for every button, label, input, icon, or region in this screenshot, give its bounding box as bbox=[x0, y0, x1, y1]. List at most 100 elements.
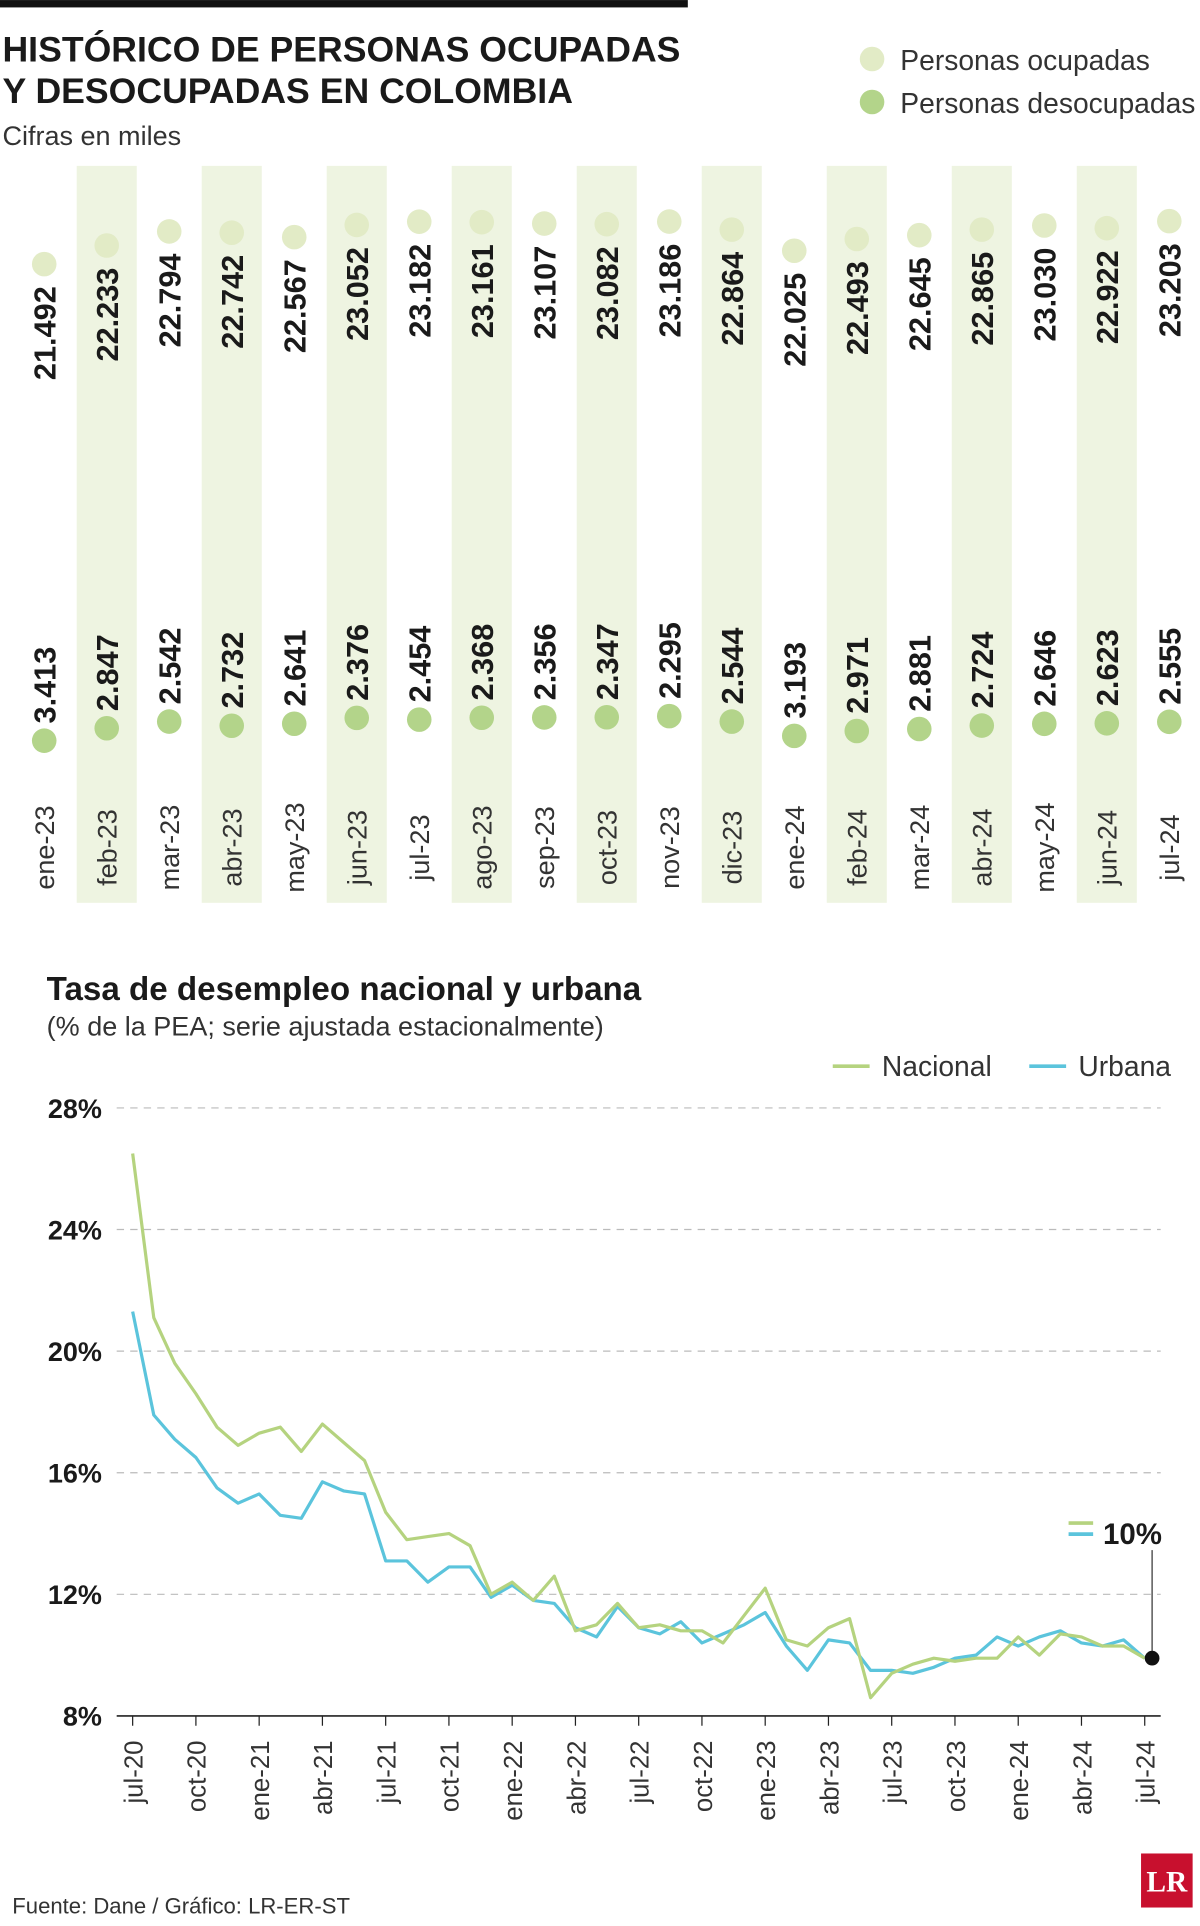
dot bbox=[1094, 711, 1120, 736]
column-band bbox=[76, 165, 137, 903]
x-tick-label: may-24 bbox=[1030, 802, 1060, 892]
dot bbox=[1094, 215, 1120, 241]
value-label: 2.623 bbox=[1090, 629, 1125, 706]
value-label: 22.567 bbox=[277, 259, 312, 353]
dot bbox=[469, 209, 495, 235]
value-label: 23.082 bbox=[590, 246, 625, 340]
x-tick-label: may-23 bbox=[280, 802, 310, 892]
dot bbox=[94, 715, 120, 741]
column-band bbox=[951, 165, 1012, 903]
dot bbox=[344, 212, 370, 238]
value-label: 2.646 bbox=[1027, 630, 1062, 707]
x-tick-label: ene-23 bbox=[753, 1740, 781, 1820]
dot bbox=[344, 705, 370, 731]
x-tick-label: ene-22 bbox=[500, 1740, 528, 1820]
value-label: 2.881 bbox=[902, 635, 937, 712]
dot bbox=[656, 209, 682, 234]
dot bbox=[31, 728, 57, 753]
x-tick-label: ene-21 bbox=[247, 1740, 275, 1820]
dot bbox=[156, 709, 182, 734]
x-tick-label: jun-23 bbox=[343, 810, 373, 886]
x-tick-label: oct-20 bbox=[184, 1740, 212, 1812]
annotation: 10% bbox=[1103, 1518, 1162, 1551]
dot bbox=[594, 704, 620, 730]
y-tick-label: 24% bbox=[48, 1215, 102, 1245]
dot bbox=[406, 209, 432, 234]
value-label: 22.922 bbox=[1090, 250, 1125, 344]
value-label: 2.971 bbox=[840, 637, 875, 714]
x-tick-label: feb-23 bbox=[93, 809, 123, 886]
dot bbox=[906, 716, 932, 742]
x-tick-label: oct-21 bbox=[437, 1740, 465, 1812]
value-label: 2.542 bbox=[152, 628, 187, 705]
value-label: 22.864 bbox=[715, 252, 750, 346]
value-label: 23.186 bbox=[652, 244, 687, 338]
x-tick-label: jul-20 bbox=[120, 1740, 148, 1804]
value-label: 22.645 bbox=[902, 257, 937, 351]
value-label: 22.233 bbox=[90, 268, 125, 362]
value-label: 23.107 bbox=[527, 246, 562, 340]
dot bbox=[1157, 709, 1182, 735]
x-tick-label: oct-23 bbox=[943, 1740, 971, 1812]
top-bar bbox=[0, 0, 688, 8]
dot bbox=[531, 705, 557, 730]
dot bbox=[281, 224, 307, 250]
dot-chart: Personas ocupadas Personas desocupadas 21.… bbox=[27, 44, 1195, 903]
x-tick-label: oct-22 bbox=[690, 1740, 718, 1812]
x-tick-label: abr-23 bbox=[218, 808, 248, 886]
value-label: 22.865 bbox=[965, 252, 1000, 346]
value-label: 2.295 bbox=[652, 622, 687, 699]
value-label: 2.454 bbox=[402, 626, 437, 703]
column-band bbox=[451, 165, 512, 903]
value-label: 23.182 bbox=[402, 244, 437, 338]
x-tick-label: abr-24 bbox=[968, 808, 998, 886]
dot bbox=[1032, 711, 1057, 737]
value-label: 2.356 bbox=[527, 623, 562, 700]
dot bbox=[719, 217, 745, 242]
dot bbox=[781, 723, 807, 749]
x-tick-label: ene-24 bbox=[780, 805, 810, 889]
end-point bbox=[1144, 1650, 1160, 1666]
x-tick-label: jul-24 bbox=[1133, 1740, 1161, 1804]
value-label: 23.030 bbox=[1027, 248, 1062, 342]
dot bbox=[1032, 213, 1057, 238]
legend-dot bbox=[859, 46, 885, 72]
x-tick-label: ene-24 bbox=[1006, 1740, 1034, 1820]
column-band bbox=[1076, 165, 1137, 903]
series-line bbox=[131, 1311, 1146, 1675]
x-tick-label: jul-24 bbox=[1155, 815, 1185, 882]
dot bbox=[969, 217, 995, 242]
dot bbox=[656, 703, 682, 729]
x-tick-label: oct-23 bbox=[593, 810, 623, 885]
x-tick-label: abr-24 bbox=[1069, 1740, 1097, 1815]
value-label: 22.794 bbox=[152, 254, 187, 348]
x-tick-label: mar-24 bbox=[905, 805, 935, 891]
dot bbox=[281, 711, 307, 737]
x-tick-label: jun-24 bbox=[1093, 810, 1123, 886]
chart-title: Tasa de desempleo nacional y urbana bbox=[47, 971, 642, 1008]
value-label: 2.641 bbox=[277, 630, 312, 707]
source: Fuente: Dane / Gráfico: LR-ER-ST bbox=[12, 1894, 350, 1919]
dot bbox=[969, 713, 995, 738]
column-band bbox=[826, 165, 887, 903]
x-tick-label: abr-23 bbox=[816, 1740, 844, 1815]
value-label: 2.724 bbox=[965, 632, 1000, 709]
value-label: 2.376 bbox=[340, 624, 375, 701]
dot bbox=[219, 713, 245, 739]
dot bbox=[594, 211, 620, 237]
dot bbox=[219, 220, 245, 246]
logo: LR bbox=[1146, 1867, 1188, 1899]
column-band bbox=[201, 165, 262, 903]
line-chart: 8% 12% 16% 20% 24% 28% jul-20 oct-20 ene-21 abr-2… bbox=[48, 1050, 1171, 1821]
value-label: 2.732 bbox=[215, 632, 250, 709]
dot bbox=[844, 226, 870, 252]
value-label: 2.368 bbox=[465, 624, 500, 701]
series-line bbox=[131, 1153, 1146, 1700]
value-label: 23.052 bbox=[340, 247, 375, 341]
x-tick-label: jul-22 bbox=[627, 1740, 655, 1804]
dot bbox=[469, 705, 495, 731]
dot bbox=[94, 233, 120, 258]
y-tick-label: 20% bbox=[48, 1337, 102, 1367]
legend-label: Personas ocupadas bbox=[900, 44, 1150, 76]
